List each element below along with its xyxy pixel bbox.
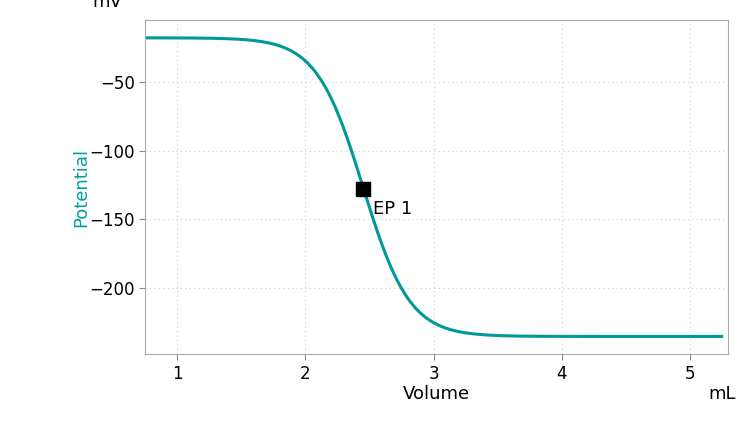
Text: EP 1: EP 1 — [374, 200, 413, 218]
Text: Volume: Volume — [404, 385, 470, 403]
Text: mV: mV — [93, 0, 123, 11]
Text: mL: mL — [708, 385, 736, 403]
Text: Potential: Potential — [73, 148, 91, 227]
